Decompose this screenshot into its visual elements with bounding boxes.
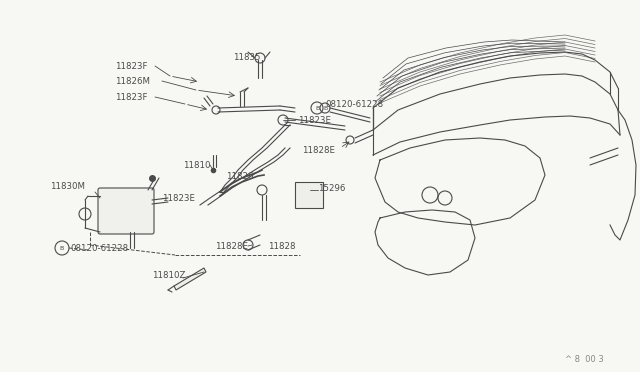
Text: 11823E: 11823E (298, 115, 331, 125)
Text: 11810: 11810 (183, 160, 211, 170)
FancyBboxPatch shape (98, 188, 154, 234)
Text: 11823F: 11823F (115, 61, 147, 71)
Text: B: B (315, 106, 319, 110)
Text: ^ 8  00 3: ^ 8 00 3 (565, 356, 604, 365)
Text: 08120-61228: 08120-61228 (325, 99, 383, 109)
Bar (295, 182, 323, 208)
Text: 11828E: 11828E (215, 241, 248, 250)
Text: 11810Z: 11810Z (152, 272, 186, 280)
Text: 11835: 11835 (233, 52, 260, 61)
Text: 15296: 15296 (318, 183, 346, 192)
Text: 11826: 11826 (226, 171, 253, 180)
Text: B: B (323, 106, 327, 110)
Text: 08120-61228: 08120-61228 (70, 244, 128, 253)
Text: 11823E: 11823E (162, 193, 195, 202)
Text: 11830M: 11830M (50, 182, 85, 190)
Polygon shape (174, 268, 206, 290)
Text: 11828E: 11828E (302, 145, 335, 154)
Text: 11823F: 11823F (115, 93, 147, 102)
Text: B: B (60, 246, 64, 250)
Text: 11826M: 11826M (115, 77, 150, 86)
Text: 11828: 11828 (268, 241, 296, 250)
